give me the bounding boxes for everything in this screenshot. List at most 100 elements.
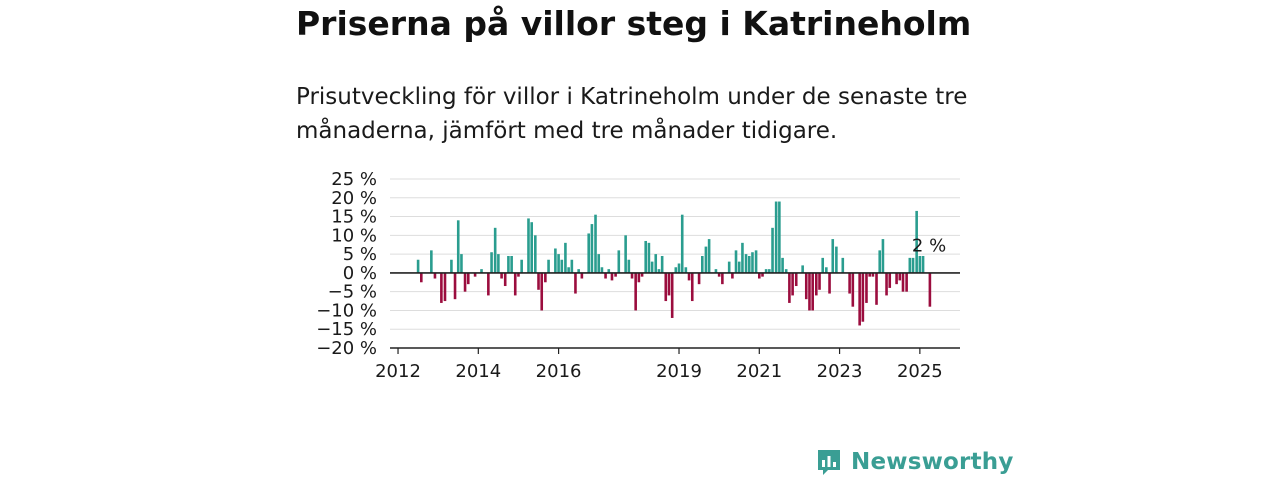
bar <box>680 214 684 273</box>
x-tick-label: 2014 <box>455 361 501 382</box>
bar <box>500 272 503 279</box>
bar <box>878 250 882 273</box>
bar <box>540 272 544 311</box>
bar <box>701 255 704 273</box>
x-tick-label: 2019 <box>656 361 702 382</box>
bar <box>617 250 621 273</box>
y-tick-label: −10 % <box>316 300 377 321</box>
bar <box>594 214 597 273</box>
bar <box>851 272 855 307</box>
bar <box>804 272 808 300</box>
bar <box>828 272 831 294</box>
newsworthy-chart-icon <box>818 450 840 475</box>
bar <box>600 267 604 273</box>
bar <box>456 220 460 273</box>
y-axis-tick-labels: 25 %20 %15 %10 %5 %0 %−5 %−10 %−15 %−20 … <box>316 169 377 359</box>
bar <box>510 255 513 273</box>
newsworthy-brand: Newsworthy <box>816 446 1014 478</box>
x-tick-label: 2023 <box>817 361 863 382</box>
bar <box>537 272 540 290</box>
bar <box>610 272 614 281</box>
y-tick-label: 25 % <box>331 169 377 190</box>
bar <box>453 272 457 300</box>
bar <box>781 257 784 273</box>
bar <box>697 272 701 285</box>
page-title: Priserna på villor steg i Katrineholm <box>296 4 972 43</box>
bar <box>801 265 804 273</box>
bar <box>557 254 560 273</box>
bar <box>758 272 761 279</box>
bar <box>640 272 644 277</box>
bar <box>747 255 751 273</box>
bar <box>534 235 537 273</box>
bar <box>815 272 818 296</box>
bar <box>717 272 721 277</box>
bar <box>544 272 547 283</box>
bar <box>788 272 791 303</box>
bar <box>825 267 828 273</box>
bar <box>915 210 918 273</box>
bar <box>466 272 470 285</box>
bar <box>895 272 898 285</box>
bar <box>831 239 835 273</box>
bar <box>774 201 778 273</box>
bar <box>503 272 507 287</box>
bar <box>416 259 420 273</box>
bar <box>580 272 584 279</box>
bar <box>513 272 517 296</box>
bar <box>554 248 557 273</box>
bar <box>660 255 664 273</box>
bar <box>607 269 611 273</box>
bar <box>667 272 671 296</box>
bar <box>778 201 781 273</box>
bar <box>861 272 865 322</box>
bar <box>493 227 497 273</box>
bar <box>443 272 447 302</box>
y-tick-label: −15 % <box>316 319 377 340</box>
bar <box>771 227 774 273</box>
bar <box>764 269 768 273</box>
bar <box>768 269 771 273</box>
x-tick-label: 2021 <box>736 361 782 382</box>
bar <box>911 257 915 273</box>
bar <box>463 272 467 292</box>
bar <box>928 272 932 307</box>
bar <box>517 272 520 277</box>
bar <box>737 261 741 273</box>
x-tick-label: 2025 <box>897 361 943 382</box>
price-change-bar-chart: 25 %20 %15 %10 %5 %0 %−5 %−10 %−15 %−20 … <box>316 169 960 382</box>
x-axis-tick-labels: 2012 2014 2016 2019 2021 2023 2025 <box>375 348 943 382</box>
bar <box>677 263 681 273</box>
bar <box>704 246 708 273</box>
bar <box>657 269 661 273</box>
bar <box>587 233 590 273</box>
bar <box>560 259 564 273</box>
bar <box>614 272 617 277</box>
bar <box>921 255 925 273</box>
bar <box>841 257 845 273</box>
bar <box>433 272 437 279</box>
bar <box>794 272 798 287</box>
bar <box>901 272 905 292</box>
page-subtitle: Prisutveckling för villor i Katrineholm … <box>296 84 968 144</box>
brand-name: Newsworthy <box>851 449 1014 475</box>
gridlines <box>390 178 960 349</box>
bar <box>497 254 500 273</box>
bar <box>835 246 838 273</box>
bar <box>577 269 580 273</box>
bar <box>473 272 477 277</box>
bar <box>727 261 731 273</box>
bar <box>547 259 550 273</box>
bar <box>654 254 658 273</box>
bar <box>690 272 694 302</box>
bar <box>624 235 627 273</box>
bar <box>527 218 530 273</box>
bar <box>634 272 637 311</box>
bar <box>430 250 433 273</box>
y-tick-label: −5 % <box>328 282 377 303</box>
bar <box>784 269 788 273</box>
bar <box>751 252 754 273</box>
bar <box>674 267 678 273</box>
bar <box>597 254 601 273</box>
bar <box>898 272 902 281</box>
